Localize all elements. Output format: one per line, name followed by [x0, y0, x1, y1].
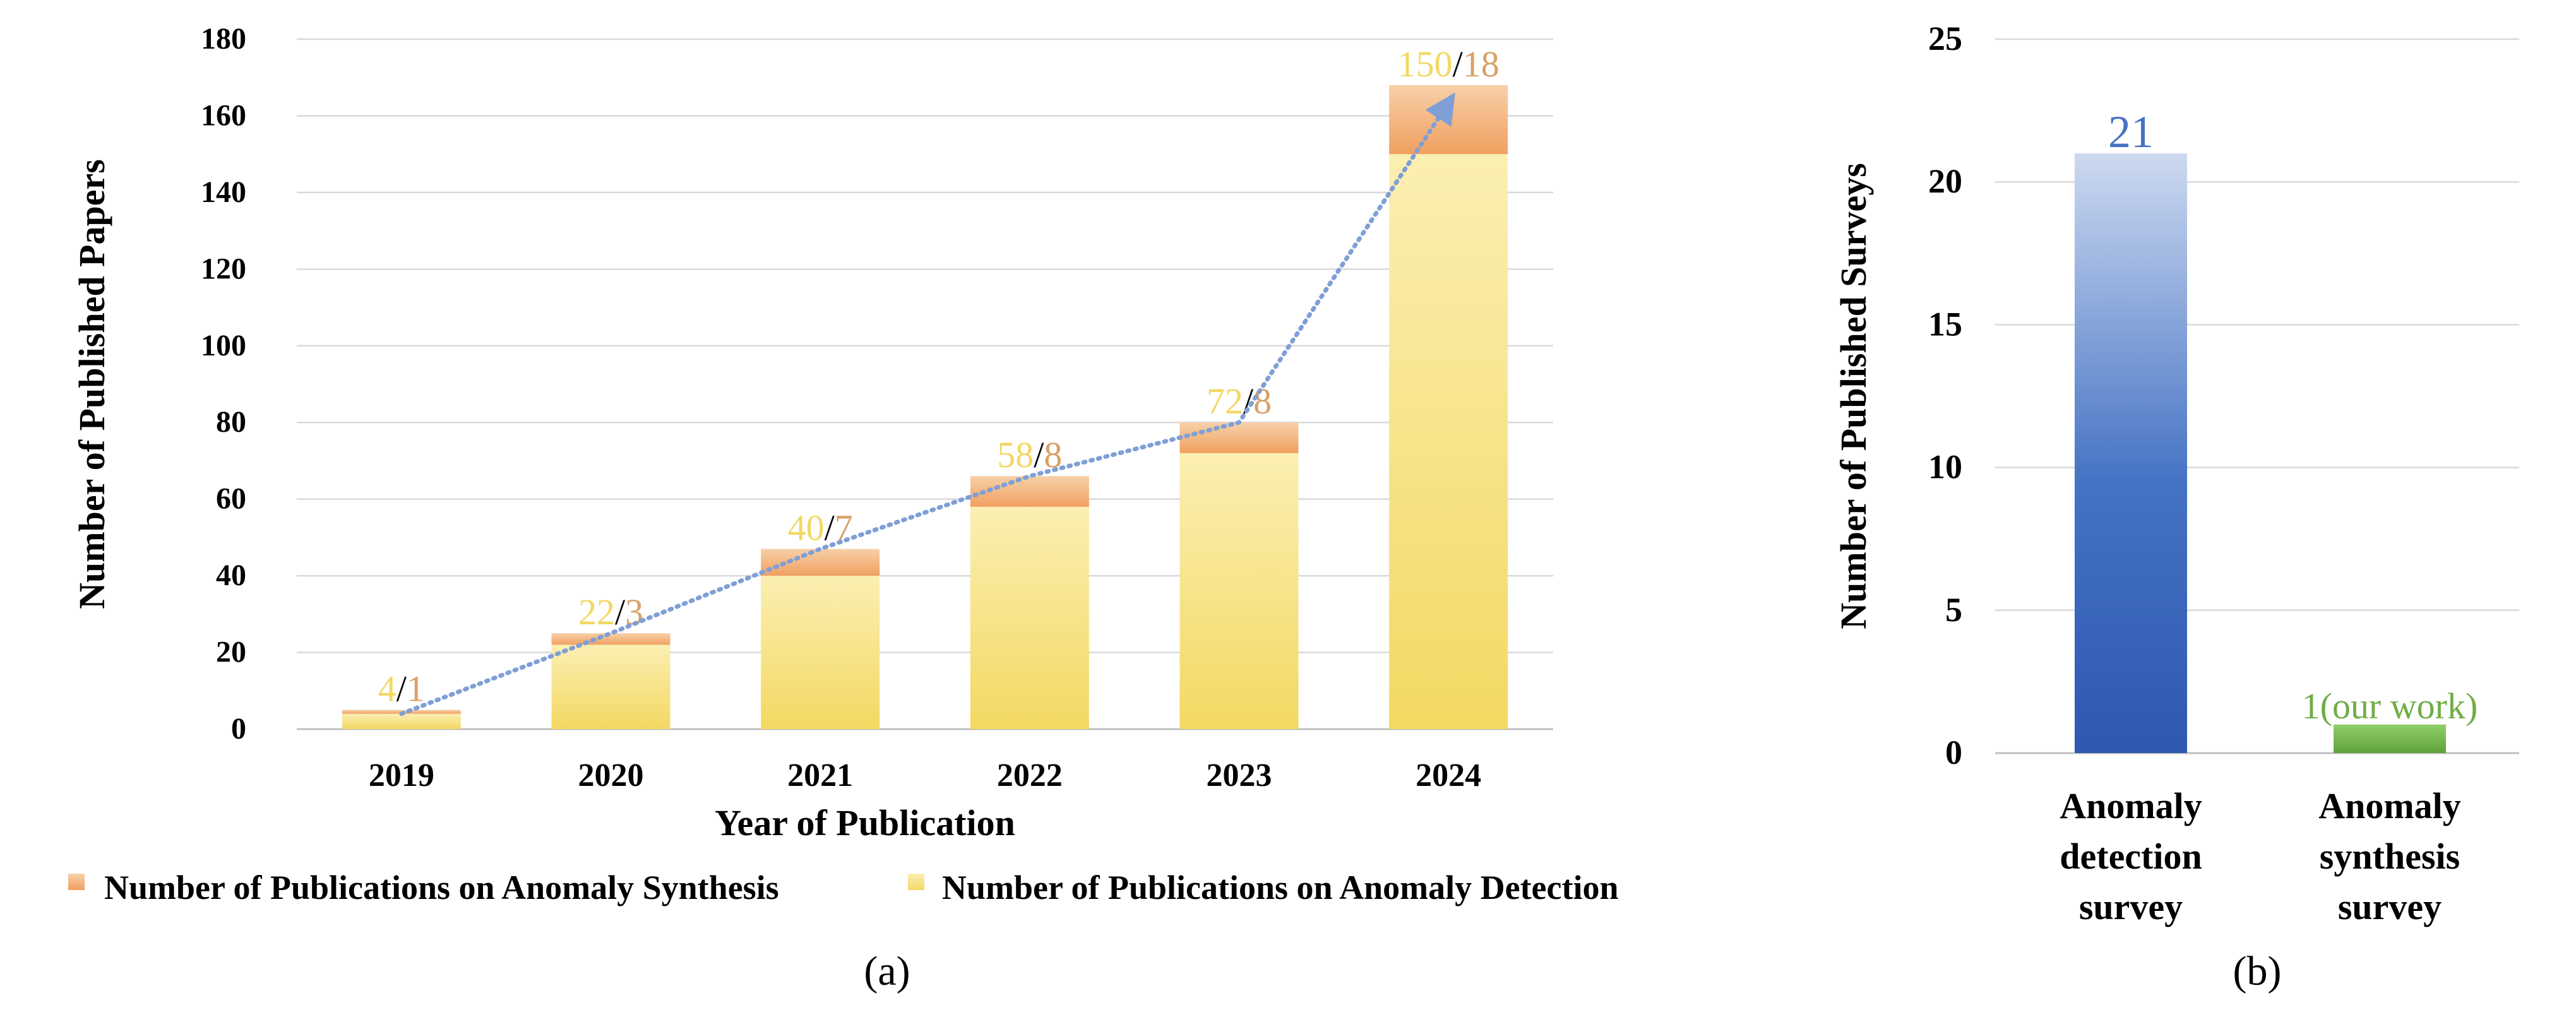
data-label: 4/1 [378, 668, 425, 710]
bar-synthesis [761, 549, 880, 576]
data-label-detection: 72 [1207, 381, 1243, 422]
x-tick-label: detection [2060, 836, 2202, 877]
bar-synthesis [1179, 422, 1299, 453]
data-label-detection: 40 [788, 508, 825, 549]
x-tick-label: survey [2338, 886, 2442, 927]
y-tick-label: 5 [1945, 591, 1962, 629]
data-label-separator: / [397, 668, 407, 710]
data-label: 22/3 [578, 591, 643, 633]
y-tick-label: 180 [201, 22, 246, 56]
x-tick-label: 2021 [787, 758, 853, 793]
legend-swatch-synthesis [68, 874, 85, 890]
x-tick-label: 2019 [369, 758, 434, 793]
data-label-separator: / [825, 508, 835, 549]
y-axis-title: Number of Published Papers [71, 159, 112, 609]
y-tick-label: 0 [1945, 734, 1962, 771]
legend-label-synthesis: Number of Publications on Anomaly Synthe… [104, 869, 779, 906]
y-tick-label: 140 [201, 175, 246, 209]
bar-survey [2075, 153, 2187, 753]
x-tick-label: 2020 [578, 758, 644, 793]
y-tick-label: 80 [216, 405, 246, 439]
bar-synthesis [1389, 85, 1508, 155]
y-tick-label: 100 [201, 329, 246, 362]
y-axis-title: Number of Published Surveys [1833, 163, 1874, 629]
legend-label-detection: Number of Publications on Anomaly Detect… [942, 869, 1619, 906]
y-tick-label: 20 [1928, 162, 1962, 200]
y-tick-label: 60 [216, 482, 246, 516]
chart-b: 0 5 10 15 20 25 21 Anomaly detection survey 1(our … [1833, 20, 2519, 994]
bar-synthesis [551, 633, 671, 645]
y-tick-label: 10 [1928, 448, 1962, 486]
data-label: 21 [2108, 107, 2154, 157]
data-label-detection: 4 [378, 668, 397, 710]
y-tick-label: 120 [201, 252, 246, 285]
y-tick-label: 25 [1928, 20, 1962, 57]
data-label-separator: / [615, 591, 626, 633]
y-tick-label: 0 [231, 712, 246, 746]
data-label: 72/8 [1207, 381, 1272, 422]
y-tick-label: 20 [216, 636, 246, 669]
data-label-synthesis: 18 [1463, 44, 1500, 85]
x-tick-label: synthesis [2320, 836, 2460, 877]
data-label: 150/18 [1398, 44, 1500, 85]
x-tick-label: 2023 [1207, 758, 1272, 793]
bar-detection [1389, 154, 1508, 729]
bar-detection [342, 713, 461, 729]
x-tick-label: 2022 [997, 758, 1063, 793]
data-label-detection: 150 [1398, 44, 1453, 85]
bar-detection [551, 645, 671, 729]
data-label: 1(our work) [2302, 686, 2478, 727]
y-tick-label: 160 [201, 98, 246, 132]
x-tick-label: Anomaly [2060, 785, 2202, 826]
data-label: 58/8 [997, 434, 1062, 475]
caption-b: (b) [2233, 948, 2282, 994]
bar-detection [1179, 453, 1299, 729]
bar-detection [970, 506, 1089, 729]
y-tick-label: 40 [216, 559, 246, 592]
data-label-synthesis: 1 [407, 668, 425, 710]
data-label-detection: 22 [578, 591, 615, 633]
x-tick-label: 2024 [1416, 758, 1481, 793]
bar-survey [2334, 724, 2446, 753]
data-label: 40/7 [788, 508, 853, 549]
caption-a: (a) [864, 948, 910, 994]
y-tick-label: 15 [1928, 305, 1962, 343]
data-label-separator: / [1034, 434, 1044, 475]
bar-detection [761, 576, 880, 729]
x-tick-label: survey [2079, 886, 2183, 927]
legend-swatch-detection [908, 874, 924, 890]
x-tick-label: Anomaly [2318, 785, 2461, 826]
data-label-separator: / [1453, 44, 1464, 85]
data-label-detection: 58 [997, 434, 1034, 475]
x-axis-title: Year of Publication [715, 802, 1015, 843]
chart-a: 02040608010012014016018020194/1202022/32… [68, 22, 1619, 994]
trend-line [399, 92, 1455, 716]
